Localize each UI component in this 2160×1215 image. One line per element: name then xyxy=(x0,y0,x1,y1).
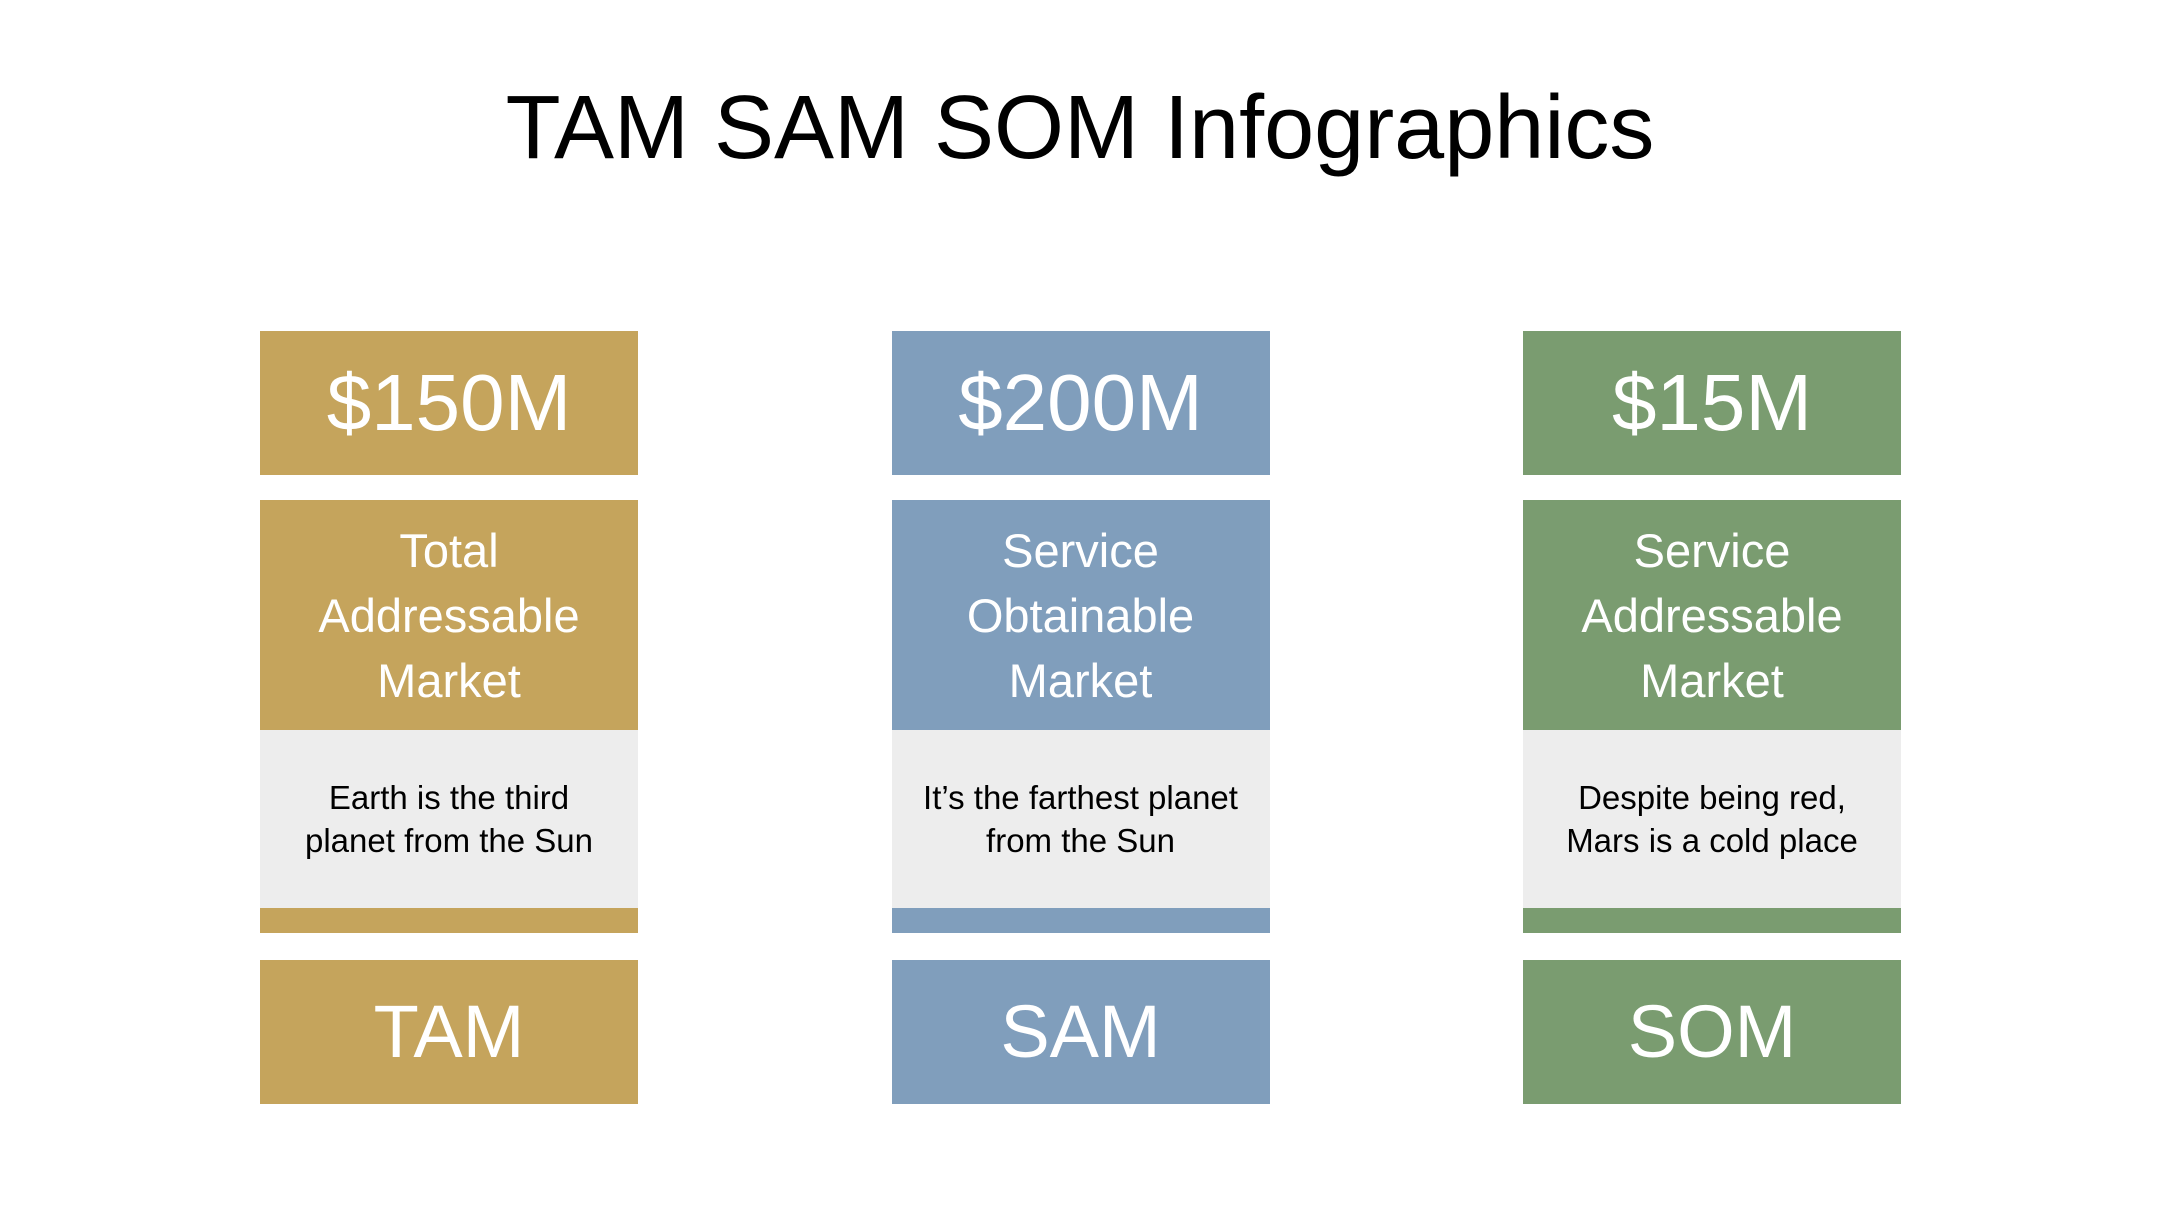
accent-strip xyxy=(260,908,638,933)
market-description: It’s the farthest planet from the Sun xyxy=(923,779,1238,859)
som-column: $15M Service Addressable Market Despite … xyxy=(1523,331,1901,1104)
market-label: SAM xyxy=(1000,990,1161,1073)
value-block: $150M xyxy=(260,331,638,475)
market-value: $15M xyxy=(1611,358,1813,447)
slide-title: TAM SAM SOM Infographics xyxy=(505,78,1655,178)
accent-strip xyxy=(891,908,1270,933)
label-block: TAM xyxy=(260,960,638,1104)
infographic-columns: $150M Total Addressable Market Earth is … xyxy=(260,331,1901,1104)
market-name-block: Total Addressable Market xyxy=(260,500,638,730)
market-name-block: Service Obtainable Market xyxy=(891,500,1270,730)
value-block: $200M xyxy=(891,331,1270,475)
market-label: SOM xyxy=(1627,990,1797,1073)
tam-column: $150M Total Addressable Market Earth is … xyxy=(260,331,638,1104)
market-name-block: Service Addressable Market xyxy=(1523,500,1901,730)
sam-column: $200M Service Obtainable Market It’s the… xyxy=(891,331,1270,1104)
label-block: SAM xyxy=(891,960,1270,1104)
market-description: Earth is the third planet from the Sun xyxy=(304,779,593,859)
value-block: $15M xyxy=(1523,331,1901,475)
market-description: Despite being red, Mars is a cold place xyxy=(1566,779,1858,859)
description-block: Earth is the third planet from the Sun xyxy=(260,730,638,908)
label-block: SOM xyxy=(1523,960,1901,1104)
market-name: Service Obtainable Market xyxy=(966,523,1195,707)
market-value: $200M xyxy=(958,358,1203,447)
description-block: It’s the farthest planet from the Sun xyxy=(891,730,1270,908)
market-label: TAM xyxy=(373,990,525,1073)
market-name: Service Addressable Market xyxy=(1581,523,1843,707)
market-name: Total Addressable Market xyxy=(318,523,580,707)
accent-strip xyxy=(1523,908,1901,933)
market-value: $150M xyxy=(326,358,572,447)
description-block: Despite being red, Mars is a cold place xyxy=(1523,730,1901,908)
